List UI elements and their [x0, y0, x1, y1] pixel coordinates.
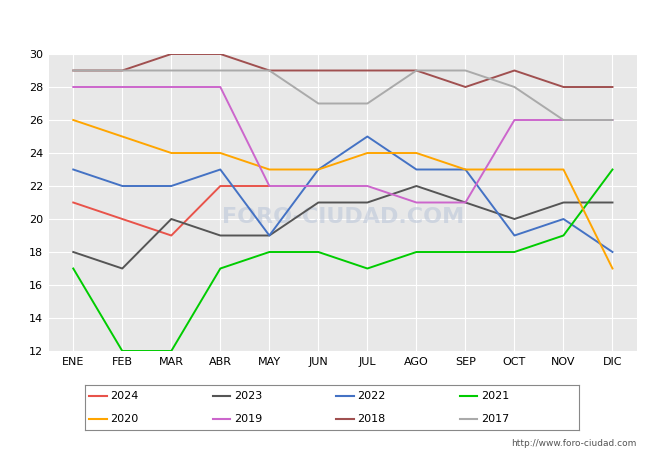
Text: 2019: 2019	[234, 414, 262, 423]
Text: 2017: 2017	[481, 414, 509, 423]
Text: 2018: 2018	[358, 414, 385, 423]
Text: 2020: 2020	[111, 414, 138, 423]
Text: 2022: 2022	[358, 391, 386, 401]
Text: 2023: 2023	[234, 391, 262, 401]
Text: FORO-CIUDAD.COM: FORO-CIUDAD.COM	[222, 207, 464, 227]
Text: Afiliados en Henarejos a 31/5/2024: Afiliados en Henarejos a 31/5/2024	[179, 12, 471, 30]
Text: 2024: 2024	[111, 391, 139, 401]
Text: http://www.foro-ciudad.com: http://www.foro-ciudad.com	[512, 439, 637, 448]
Text: 2021: 2021	[481, 391, 509, 401]
